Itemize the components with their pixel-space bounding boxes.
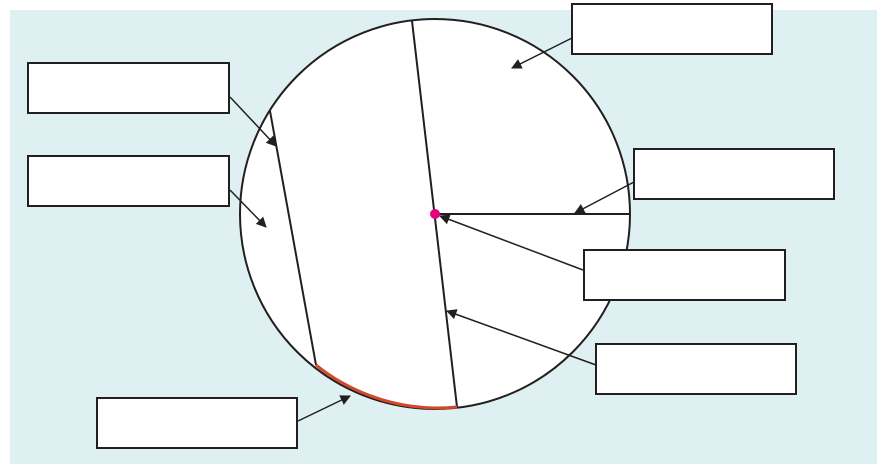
label-box-right-middle[interactable] xyxy=(583,249,786,301)
label-box-top-right[interactable] xyxy=(571,3,773,55)
label-box-left-lower[interactable] xyxy=(27,155,230,207)
label-box-bottom-left[interactable] xyxy=(96,397,298,449)
arrow-left-lower xyxy=(229,189,267,228)
arrow-bottom-left xyxy=(297,395,351,422)
highlighted-arc xyxy=(315,363,458,410)
arrow-top-right xyxy=(511,37,573,69)
chord-line xyxy=(269,110,317,366)
arrow-right-upper xyxy=(574,181,635,214)
label-box-right-lower[interactable] xyxy=(595,343,797,395)
arrow-right-middle xyxy=(439,214,584,271)
label-box-right-upper[interactable] xyxy=(633,148,835,200)
label-box-left-upper[interactable] xyxy=(27,62,230,114)
arrow-left-upper xyxy=(229,96,277,147)
centre-point xyxy=(430,209,440,219)
arrow-right-lower xyxy=(446,309,597,366)
